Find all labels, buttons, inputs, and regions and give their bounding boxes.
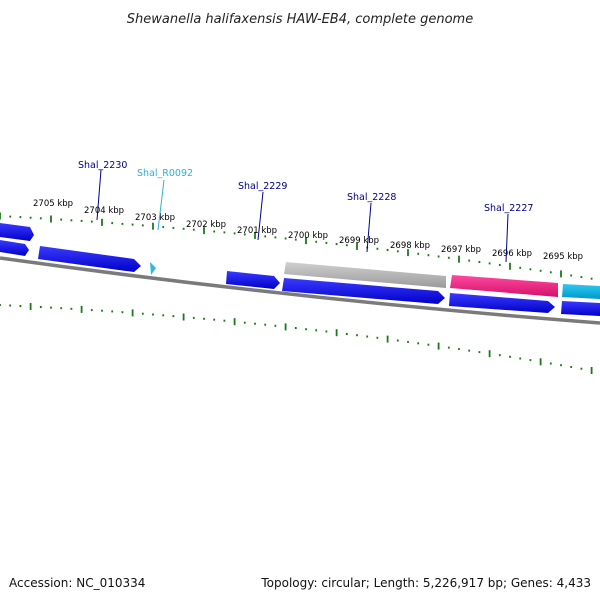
gene-leader-line (157, 179, 165, 231)
cds-feature-shal-2230[interactable] (38, 246, 141, 272)
scale-label: 2698 kbp (390, 241, 430, 251)
scale-label: 2704 kbp (84, 206, 124, 216)
upper-scale-ticks (0, 212, 593, 280)
lower-scale-ticks (0, 303, 593, 374)
cds-feature[interactable] (0, 240, 29, 256)
cds-feature[interactable] (0, 223, 34, 241)
scale-label: 2702 kbp (186, 220, 226, 230)
scale-label: 2697 kbp (441, 245, 481, 255)
cds-feature[interactable] (561, 301, 600, 316)
scale-label: 2696 kbp (492, 249, 532, 259)
gene-label-shal-2229[interactable]: Shal_2229 (238, 181, 287, 192)
gene-leader-line (366, 202, 372, 253)
cds-feature[interactable] (226, 271, 280, 289)
scale-label: 2701 kbp (237, 226, 277, 236)
gene-label-shal-2228[interactable]: Shal_2228 (347, 192, 396, 203)
gene-label-shal-2230[interactable]: Shal_2230 (78, 160, 127, 171)
scale-label: 2695 kbp (543, 252, 583, 262)
map-title: Shewanella halifaxensis HAW-EB4, complet… (127, 12, 473, 27)
feature-track (0, 223, 600, 316)
scale-label: 2699 kbp (339, 236, 379, 246)
scale-label: 2705 kbp (33, 199, 73, 209)
cds-feature-shal-2228[interactable] (282, 278, 445, 304)
gene-leader-line (257, 191, 264, 241)
gene-leader-line (505, 213, 509, 263)
accession-text: Accession: NC_010334 (9, 576, 145, 590)
gene-label-shal-2227[interactable]: Shal_2227 (484, 203, 533, 214)
gene-leader-line (96, 169, 102, 221)
cyan-feature[interactable] (562, 284, 600, 299)
gene-labels: Shal_2230 Shal_R0092 Shal_2229 Shal_2228… (78, 160, 533, 263)
pseudo-feature[interactable] (284, 262, 446, 288)
genome-summary-text: Topology: circular; Length: 5,226,917 bp… (260, 576, 591, 590)
gene-label-shal-r0092[interactable]: Shal_R0092 (137, 168, 193, 179)
rna-feature-shal-r0092[interactable] (150, 262, 156, 275)
scale-label: 2700 kbp (288, 231, 328, 241)
genome-backbone (0, 256, 600, 325)
scale-labels: 2705 kbp 2704 kbp 2703 kbp 2702 kbp 2701… (33, 199, 583, 262)
other-feature-shal-2227[interactable] (450, 275, 558, 297)
scale-label: 2703 kbp (135, 213, 175, 223)
cds-feature[interactable] (449, 293, 555, 313)
